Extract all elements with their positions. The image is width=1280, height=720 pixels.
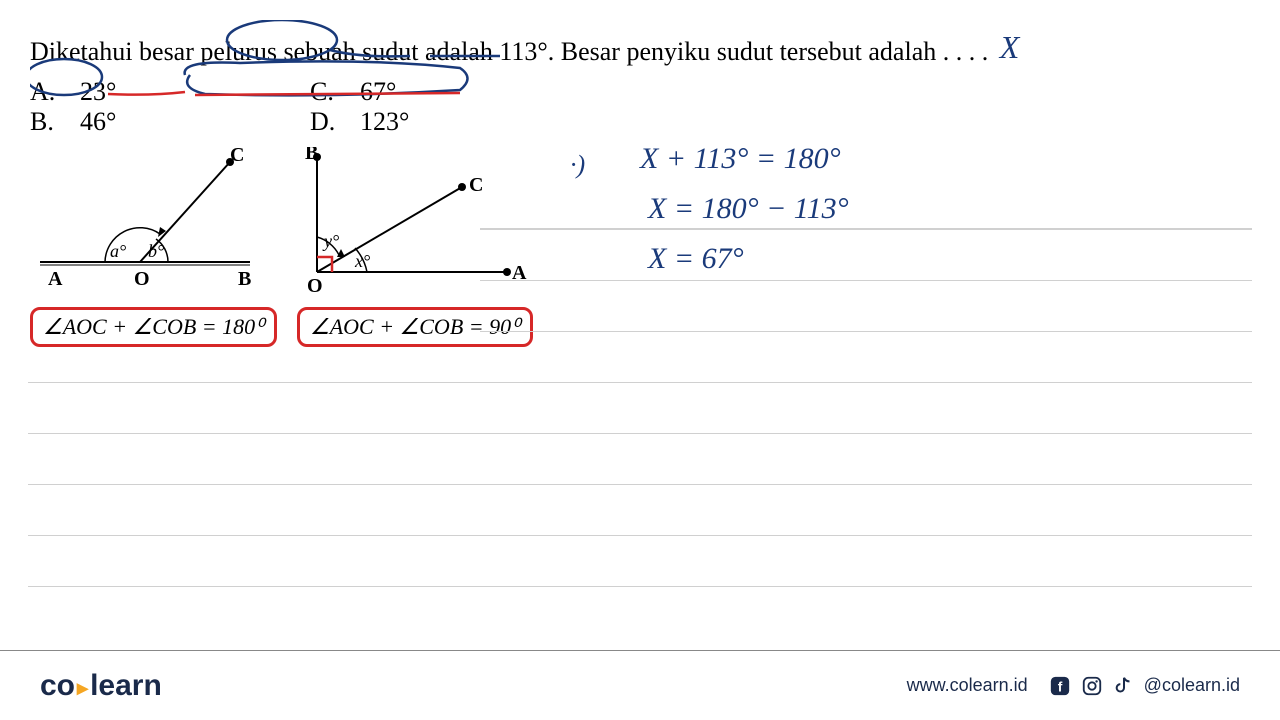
ruled-line [28, 484, 1252, 485]
logo-co: co [40, 669, 75, 702]
diagrams: A O B C a° b° ∠AOC + ∠COB = 180⁰ [30, 147, 1250, 347]
hand-x: X [1000, 29, 1020, 65]
svg-text:f: f [1057, 679, 1062, 694]
logo: co▸learn [40, 669, 162, 703]
footer-right: www.colearn.id f @colearn.id [907, 674, 1240, 698]
opt-label: D. [310, 107, 340, 137]
svg-text:O: O [307, 275, 323, 297]
ruled-line [480, 280, 1252, 281]
logo-arrow-icon: ▸ [77, 675, 88, 700]
opt-label: A. [30, 77, 60, 107]
tiktok-icon [1112, 674, 1136, 698]
svg-text:A: A [48, 268, 63, 290]
hand-bullet: ·) [570, 150, 585, 180]
ruled-line [28, 382, 1252, 383]
hand-eq1: X + 113° = 180° [640, 142, 841, 176]
option-a: A. 23° [30, 77, 310, 107]
logo-learn: learn [90, 669, 162, 702]
diagram-2: O A B C x° y° ∠AOC + ∠COB = 90⁰ [297, 147, 533, 347]
footer-handle: @colearn.id [1144, 675, 1240, 696]
opt-label: C. [310, 77, 340, 107]
q-circled-2: 113°. [499, 37, 554, 66]
ruled-line [480, 331, 1252, 332]
ruled-line [28, 433, 1252, 434]
q-text: adalah . . . . [862, 37, 988, 66]
option-d: D. 123° [310, 107, 409, 137]
ruled-line [480, 229, 1252, 230]
equation-1: ∠AOC + ∠COB = 180⁰ [30, 307, 277, 347]
footer-url: www.colearn.id [907, 675, 1028, 696]
q-text: sebuah [277, 37, 362, 66]
q-circled-3: penyiku sudut tersebut [626, 37, 861, 66]
q-underlined: sudut [362, 37, 418, 66]
q-text: Diketahui besar [30, 37, 200, 66]
svg-text:B: B [238, 268, 251, 290]
ruled-line [28, 535, 1252, 536]
equation-2: ∠AOC + ∠COB = 90⁰ [297, 307, 533, 347]
facebook-icon: f [1048, 674, 1072, 698]
svg-text:y°: y° [322, 231, 339, 251]
hand-eq3: X = 67° [648, 242, 744, 276]
opt-value: 67° [360, 77, 396, 107]
diagram-1: A O B C a° b° ∠AOC + ∠COB = 180⁰ [30, 147, 277, 347]
svg-text:O: O [134, 268, 150, 290]
svg-text:x°: x° [354, 251, 370, 271]
opt-value: 23° [80, 77, 116, 107]
svg-text:a°: a° [110, 241, 126, 261]
opt-label: B. [30, 107, 60, 137]
instagram-icon [1080, 674, 1104, 698]
opt-value: 123° [360, 107, 409, 137]
footer: co▸learn www.colearn.id f @colearn.id [0, 650, 1280, 720]
ruled-line [28, 586, 1252, 587]
option-c: C. 67° [310, 77, 409, 107]
question-text: Diketahui besar pelurus sebuah sudut ada… [30, 25, 1250, 73]
option-b: B. 46° [30, 107, 310, 137]
options: A. 23° B. 46° C. 67° D. 123° [30, 77, 1250, 137]
social-icons: f @colearn.id [1048, 674, 1240, 698]
opt-value: 46° [80, 107, 116, 137]
svg-text:b°: b° [148, 241, 164, 261]
svg-text:C: C [230, 147, 244, 166]
ruled-line [480, 178, 1252, 229]
q-text: adalah [418, 37, 492, 66]
q-circled-1: pelurus [200, 37, 277, 66]
diagram-1-svg: A O B C a° b° [30, 147, 260, 297]
q-text: Besar [554, 37, 626, 66]
svg-text:B: B [305, 147, 318, 164]
